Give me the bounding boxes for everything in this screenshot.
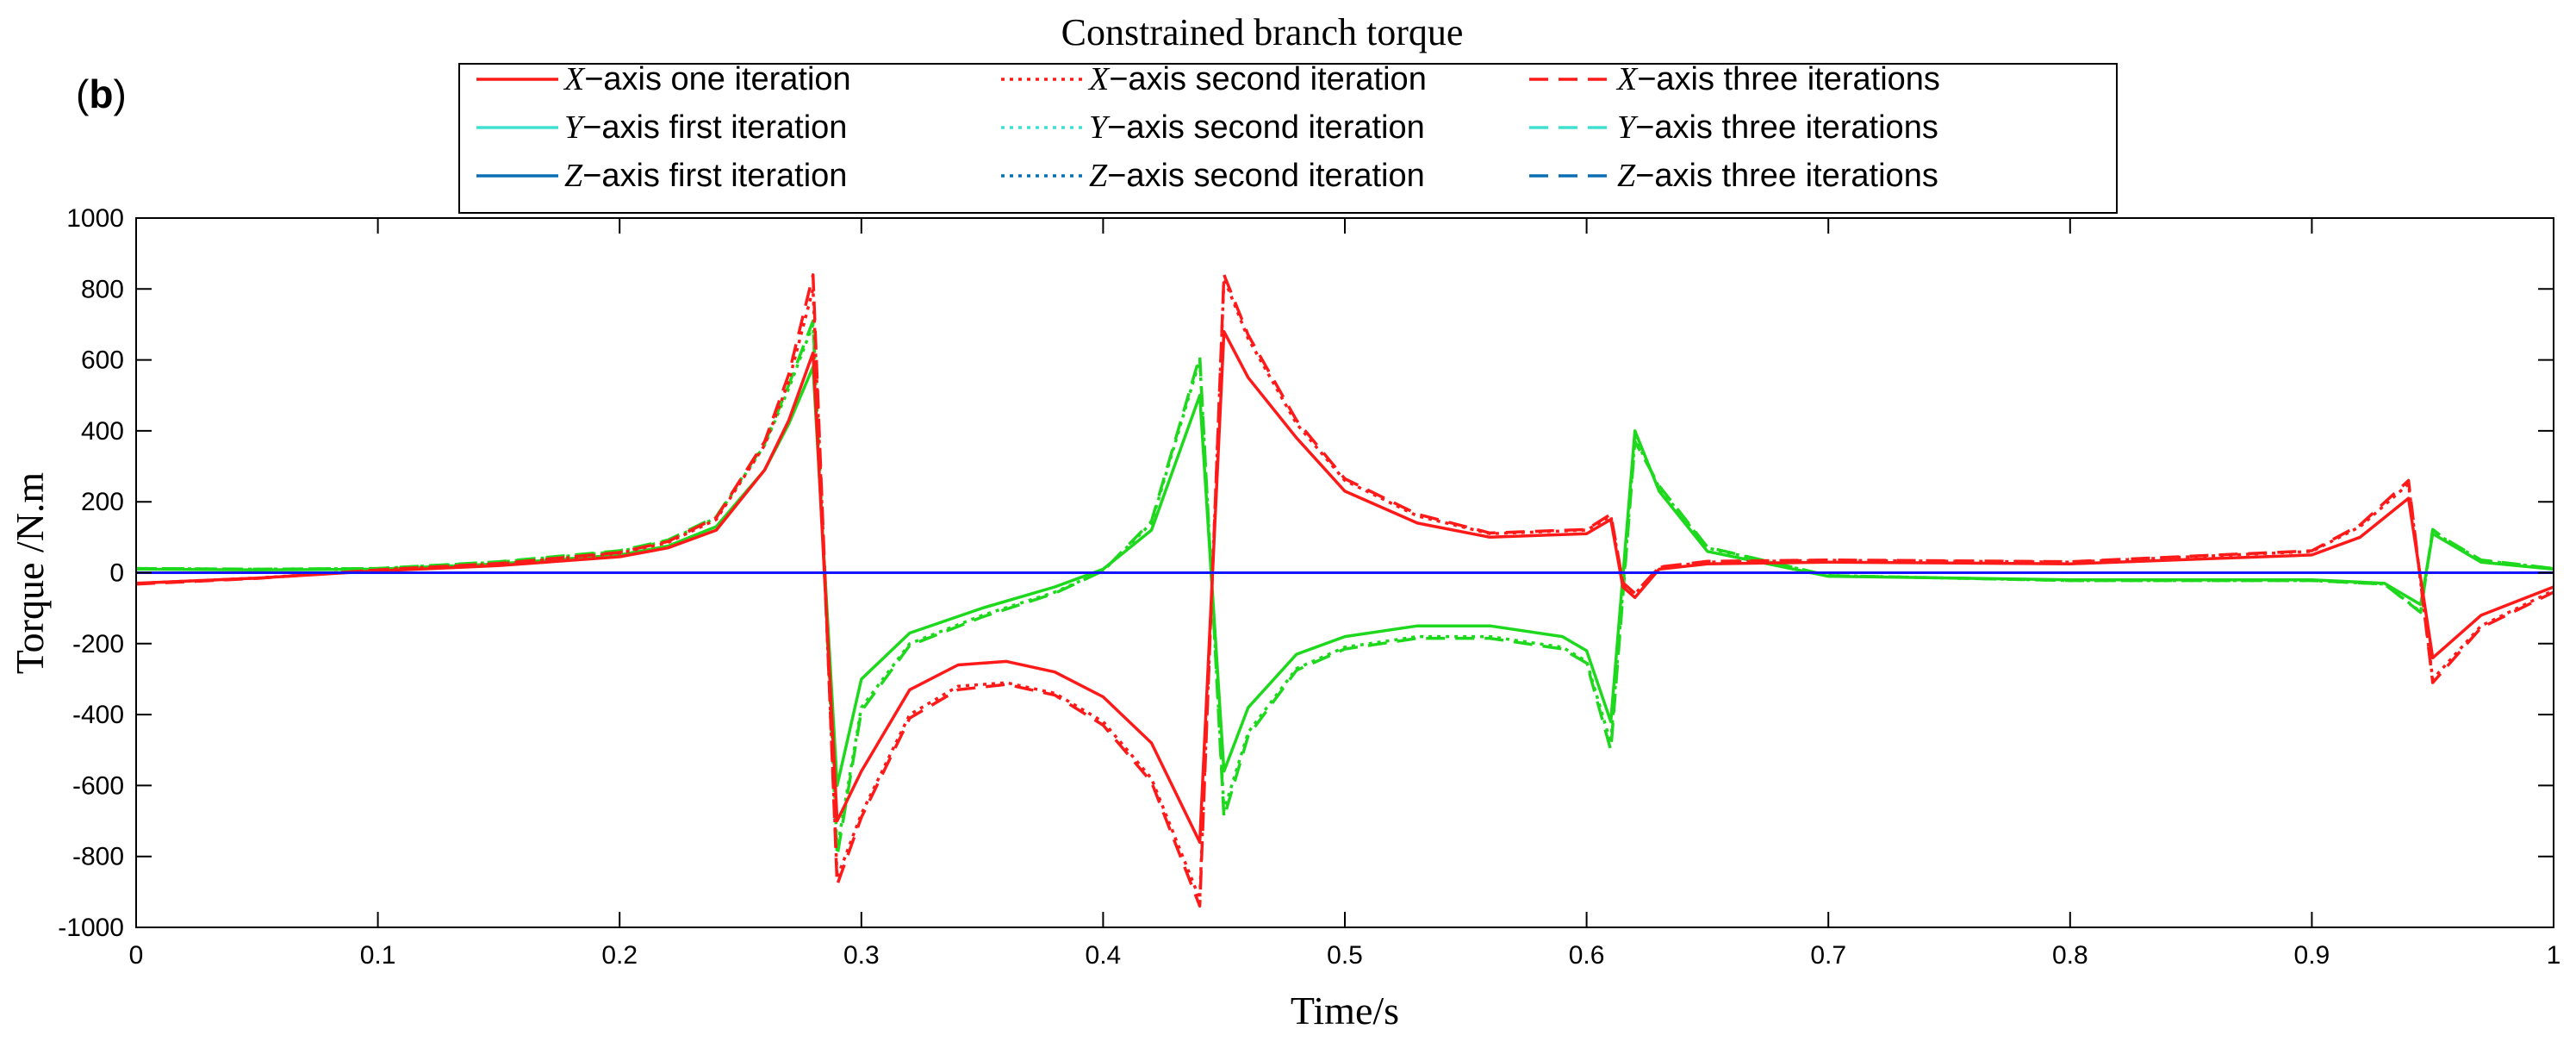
legend-label: −axis first iteration — [582, 158, 847, 194]
legend-entry: X−axis three iterations — [1615, 61, 1940, 97]
series-line-x-axis-one-iteration — [135, 329, 2554, 844]
legend-label: −axis second iteration — [1109, 61, 1427, 97]
legend-axis-letter: Y — [1617, 109, 1639, 146]
legend-entry: Y−axis first iteration — [564, 109, 847, 146]
chart-title: Constrained branch torque — [1061, 11, 1464, 53]
y-tick-label: 0 — [109, 559, 124, 588]
legend-entry: X−axis second iteration — [1087, 61, 1427, 97]
x-tick-label: 0.9 — [2294, 941, 2330, 970]
legend-entry: Y−axis three iterations — [1617, 109, 1938, 146]
y-tick-label: 800 — [81, 275, 124, 303]
legend-entry: Z−axis three iterations — [1617, 158, 1938, 194]
y-tick-label: -400 — [72, 701, 124, 729]
y-tick-label: -200 — [72, 630, 124, 658]
y-tick-label: -800 — [72, 843, 124, 871]
x-tick-label: 0.8 — [2052, 941, 2088, 970]
legend-label: −axis three iterations — [1637, 61, 1940, 97]
y-tick-label: -600 — [72, 771, 124, 800]
y-tick-label: 600 — [81, 346, 124, 375]
legend-label: −axis one iteration — [584, 61, 850, 97]
legend: X−axis one iteration X−axis second iterat… — [476, 61, 1940, 194]
legend-entry: Y−axis second iteration — [1089, 109, 1425, 146]
x-axis: 0 0.1 0.2 0.3 0.4 0.5 0.6 0.7 0.8 0.9 1 — [129, 218, 2561, 970]
x-tick-label: 0.4 — [1086, 941, 1122, 970]
x-tick-label: 0.3 — [843, 941, 880, 970]
legend-label: −axis second iteration — [1107, 158, 1425, 194]
series-line-x-axis-three-iterations — [135, 273, 2554, 908]
legend-axis-letter: Z — [1089, 158, 1108, 194]
panel-label-open: ( — [76, 72, 90, 116]
y-tick-label: -1000 — [58, 914, 124, 942]
panel-label-close: ) — [113, 72, 126, 116]
x-tick-label: 0.2 — [601, 941, 638, 970]
legend-axis-letter: Z — [1617, 158, 1636, 194]
legend-label: −axis three iterations — [1635, 109, 1938, 146]
legend-label: −axis second iteration — [1107, 109, 1425, 146]
legend-label: −axis three iterations — [1635, 158, 1938, 194]
legend-box — [458, 63, 2118, 214]
legend-entry: Z−axis first iteration — [564, 158, 847, 194]
y-axis-label: Torque /N.m — [8, 472, 52, 675]
legend-axis-letter: X — [1615, 61, 1639, 97]
legend-axis-letter: Z — [564, 158, 583, 194]
panel-label-letter: b — [89, 72, 113, 116]
y-axis: -1000 -800 -600 -400 -200 0 200 400 600 800 1000 — [58, 204, 2554, 942]
legend-entry: Z−axis second iteration — [1089, 158, 1425, 194]
legend-axis-letter: X — [1087, 61, 1111, 97]
legend-label: −axis first iteration — [582, 109, 847, 146]
legend-entry: X−axis one iteration — [563, 61, 851, 97]
legend-axis-letter: X — [563, 61, 586, 97]
x-tick-label: 0.7 — [1810, 941, 1846, 970]
series-layer — [135, 273, 2554, 908]
x-tick-label: 0.5 — [1327, 941, 1363, 970]
panel-label: (b) — [76, 72, 127, 116]
x-tick-label: 0 — [129, 941, 144, 970]
legend-axis-letter: Y — [1089, 109, 1111, 146]
legend-axis-letter: Y — [564, 109, 586, 146]
x-tick-label: 0.6 — [1569, 941, 1605, 970]
y-tick-label: 1000 — [66, 204, 124, 233]
y-tick-label: 400 — [81, 417, 124, 446]
x-tick-label: 0.1 — [360, 941, 396, 970]
x-axis-label: Time/s — [1291, 989, 1399, 1033]
x-tick-label: 1 — [2547, 941, 2561, 970]
y-tick-label: 200 — [81, 488, 124, 516]
